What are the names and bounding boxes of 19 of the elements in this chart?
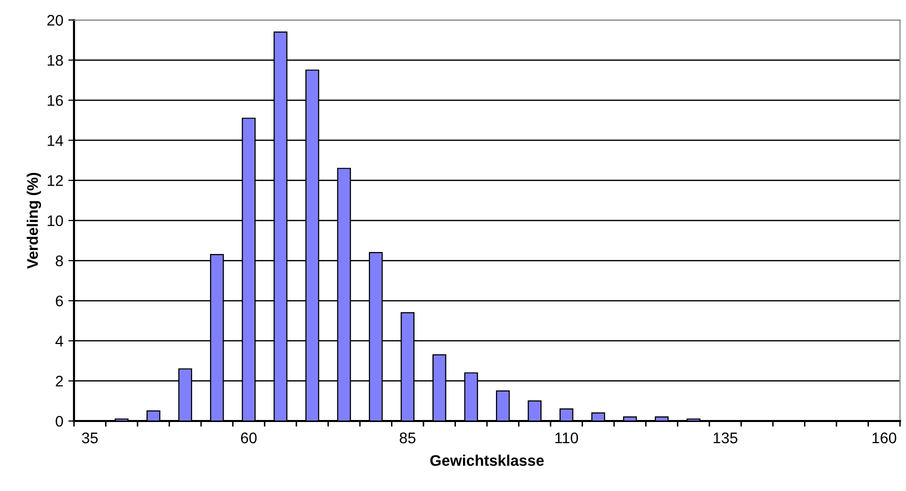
y-axis-title: Verdeling (%) [26, 172, 42, 269]
x-tick-label: 60 [241, 432, 257, 444]
x-tick-label: 135 [714, 432, 738, 444]
x-tick-label: 110 [555, 432, 578, 444]
y-tick-label: 0 [56, 416, 63, 427]
y-tick-label: 16 [48, 95, 63, 106]
x-tick-label: 35 [82, 432, 98, 444]
y-tick-label: 10 [48, 215, 63, 226]
x-tick-label: 160 [872, 432, 896, 444]
y-tick-label: 20 [47, 14, 63, 26]
y-tick-label: 6 [56, 296, 63, 306]
y-tick-label: 14 [48, 135, 64, 146]
y-tick-label: 18 [48, 54, 63, 66]
y-tick-label: 12 [48, 175, 63, 186]
y-tick-label: 2 [56, 376, 63, 386]
y-tick-label: 8 [56, 255, 63, 266]
y-tick-label: 4 [55, 336, 64, 346]
x-tick-label: 85 [400, 432, 416, 444]
x-axis-title: Gewichtsklasse [430, 454, 544, 466]
